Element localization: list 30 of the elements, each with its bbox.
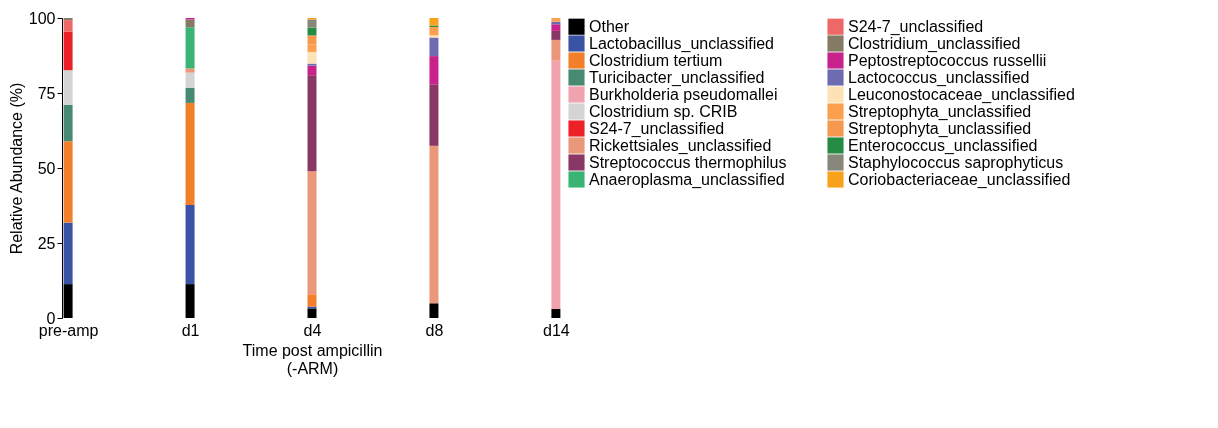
y-tick-label: 75: [37, 84, 56, 102]
legend-label: Clostridium sp. CRIB: [589, 102, 738, 120]
legend-label: Lactococcus_unclassified: [848, 68, 1030, 87]
x-axis-title: Time post ampicillin (-ARM): [242, 341, 383, 377]
legend-label: Streptococcus thermophilus: [589, 153, 787, 171]
y-tick-label: 25: [37, 234, 56, 252]
legend-label: Other: [589, 17, 630, 35]
legend-label: Anaeroplasma_unclassified: [589, 170, 785, 189]
legend-label: Staphylococcus saprophyticus: [848, 153, 1064, 171]
legend-label: Streptophyta_unclassified: [848, 119, 1032, 138]
legend-label: Coriobacteriaceae_unclassified: [848, 170, 1071, 189]
legend-label: Rickettsiales_unclassified: [589, 136, 772, 155]
legend-label: Peptostreptococcus russellii: [848, 51, 1047, 69]
legend-label: S24-7_unclassified: [848, 17, 984, 36]
x-tick-label: d4: [303, 321, 322, 339]
legend-label: Burkholderia pseudomallei: [589, 85, 778, 103]
legend-label: Enterococcus_unclassified: [848, 136, 1038, 155]
legend-label: Leuconostocaceae_unclassified: [848, 85, 1075, 104]
y-axis-title: Relative Abundance (%): [7, 82, 25, 255]
legend-label: S24-7_unclassified: [589, 119, 725, 138]
legend-label: Lactobacillus_unclassified: [589, 34, 774, 53]
x-tick-label: d8: [425, 321, 444, 339]
legend-label: Streptophyta_unclassified: [848, 102, 1032, 121]
y-tick-label: 50: [37, 159, 56, 177]
y-tick-label: 100: [28, 9, 56, 27]
legend-label: Clostridium tertium: [589, 51, 723, 69]
x-tick-label: d1: [181, 321, 200, 339]
legend-label: Clostridium_unclassified: [848, 34, 1021, 53]
legend-label: Turicibacter_unclassified: [589, 68, 765, 87]
x-tick-label: d14: [543, 321, 570, 339]
